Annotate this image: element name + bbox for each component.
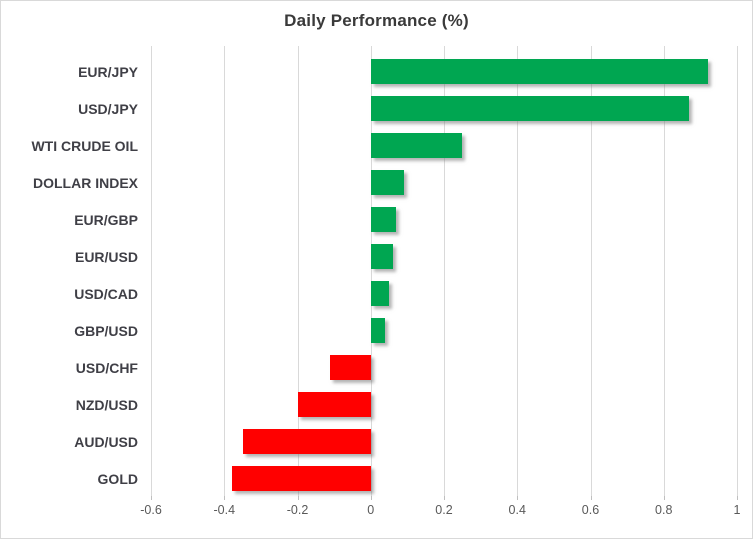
category-axis: EUR/JPY USD/JPY WTI CRUDE OIL DOLLAR INDEX E… [1,46,138,496]
x-tick-label: -0.6 [140,503,162,517]
bar-gbp-usd [370,318,386,343]
tick-mark [590,496,592,500]
category-label: EUR/GBP [74,211,138,228]
category-label: GBP/USD [74,322,138,339]
bar-aud-usd [242,429,371,454]
category-label: EUR/JPY [78,63,138,80]
tick-mark [663,496,665,500]
bar-eur-gbp [370,207,397,232]
bar-usd-chf [330,355,371,380]
chart-title: Daily Performance (%) [284,11,469,30]
category-label: EUR/USD [74,248,138,265]
x-tick-label: 0.2 [435,503,453,517]
gridline [151,46,152,496]
tick-mark [370,496,372,500]
gridline [737,46,738,496]
x-tick-label: -0.2 [286,503,309,517]
gridline [590,46,592,496]
bar-eur-jpy [370,59,708,84]
category-label: DOLLAR INDEX [33,174,138,191]
zero-gridline [370,46,372,496]
x-tick-label: -0.4 [213,503,236,517]
bar-wti-crude-oil [370,133,463,158]
x-tick-label: 1 [733,503,741,517]
gridline [517,46,519,496]
x-tick-label: 0.8 [655,503,673,517]
category-label: USD/CAD [74,285,138,302]
bar-usd-cad [370,281,390,306]
bar-gold [231,466,371,491]
gridline [224,46,226,496]
gridline [297,46,299,496]
category-label: GOLD [97,470,138,487]
tick-mark [737,496,738,500]
category-label: USD/CHF [75,359,138,376]
plot-area [151,46,738,500]
gridline [663,46,665,496]
value-axis: -0.6 -0.4 -0.2 0 0.2 0.4 0.6 0.8 1 [140,501,740,519]
tick-mark [444,496,445,500]
category-label: USD/JPY [78,100,138,117]
category-label: WTI CRUDE OIL [31,137,138,154]
tick-mark [517,496,519,500]
tick-mark [297,496,299,500]
gridline [444,46,445,496]
bar-dollar-index [370,170,404,195]
bar-usd-jpy [370,96,690,121]
tick-mark [151,496,152,500]
category-label: AUD/USD [74,433,138,450]
category-label: NZD/USD [75,396,138,413]
bar-nzd-usd [297,392,371,417]
x-tick-label: 0 [367,503,375,517]
x-tick-label: 0.4 [508,503,526,517]
x-tick-label: 0.6 [581,503,600,517]
tick-mark [224,496,226,500]
bar-eur-usd [370,244,393,269]
